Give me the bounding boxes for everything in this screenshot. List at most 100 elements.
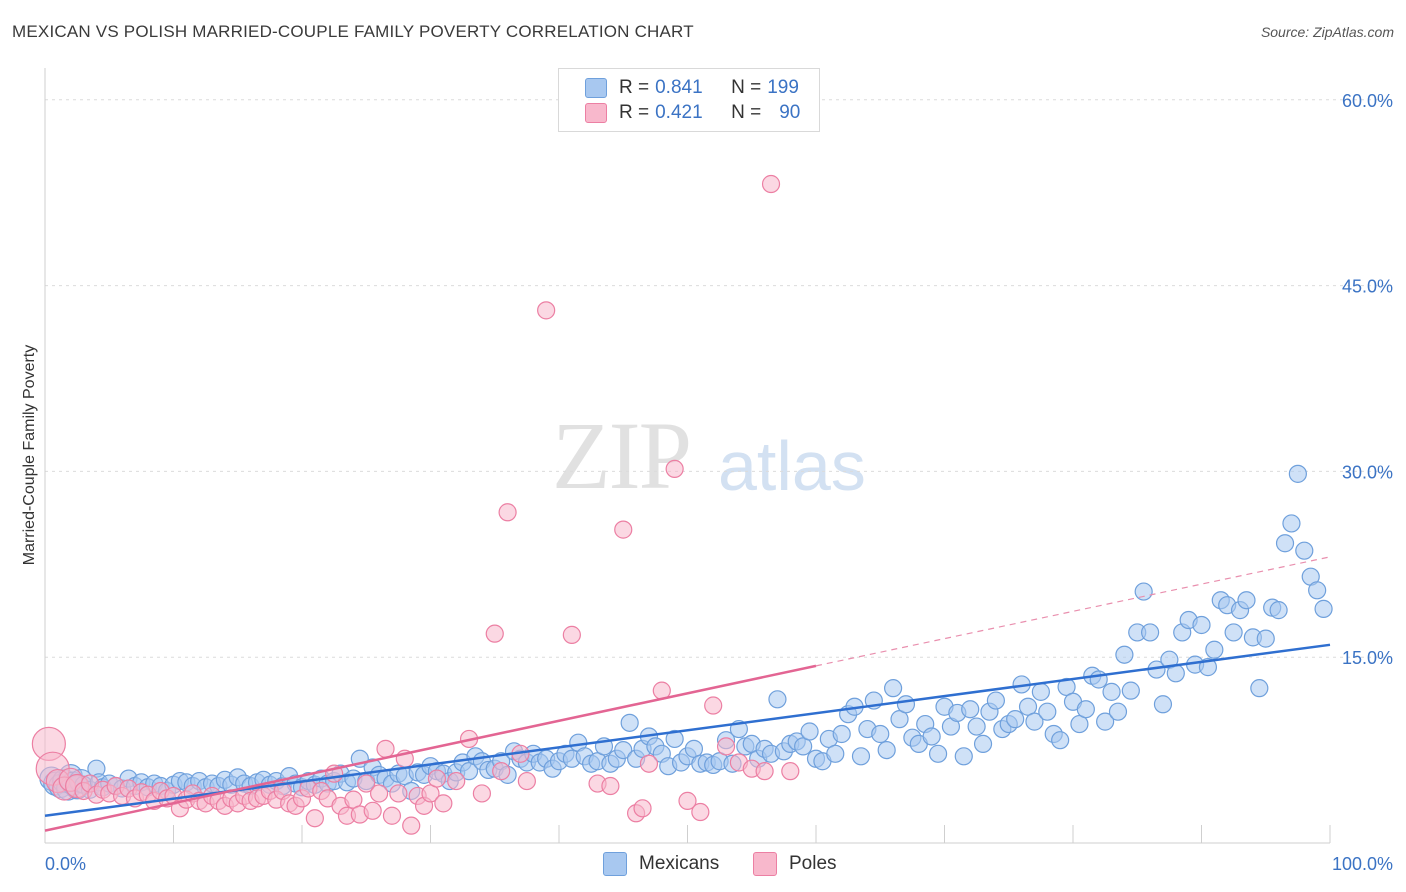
data-point xyxy=(305,809,324,828)
data-point xyxy=(639,754,659,773)
data-point xyxy=(922,727,941,746)
data-point xyxy=(1288,464,1307,483)
legend-n-label: N = xyxy=(731,102,762,123)
data-point xyxy=(665,459,684,479)
data-point xyxy=(434,794,453,813)
data-point xyxy=(1308,581,1327,600)
legend-swatch-mexicans xyxy=(603,852,627,876)
data-point xyxy=(800,722,819,741)
data-point xyxy=(1314,599,1333,618)
data-point xyxy=(389,784,408,803)
data-point xyxy=(402,816,421,835)
data-point xyxy=(382,806,402,825)
data-point xyxy=(1153,695,1173,714)
axes xyxy=(44,68,1331,844)
data-point xyxy=(871,724,890,744)
data-point xyxy=(1115,645,1134,664)
data-point xyxy=(1096,712,1115,731)
data-point xyxy=(961,700,980,719)
data-point xyxy=(877,740,896,760)
data-point xyxy=(973,734,993,754)
data-point xyxy=(678,791,697,810)
data-point xyxy=(691,802,710,822)
watermark-atlas: atlas xyxy=(718,427,866,505)
data-point xyxy=(485,624,504,643)
y-tick-label: 15.0% xyxy=(1342,648,1393,668)
legend-swatch-poles xyxy=(753,852,777,876)
data-point xyxy=(967,717,986,736)
legend-label-poles: Poles xyxy=(789,853,837,874)
data-point xyxy=(704,696,723,715)
data-point xyxy=(376,739,395,758)
data-point xyxy=(1205,640,1224,659)
data-point xyxy=(614,740,633,760)
legend-swatch-poles xyxy=(585,103,607,123)
data-point xyxy=(954,747,973,766)
data-point xyxy=(851,747,871,766)
data-point xyxy=(1295,541,1314,560)
y-tick-label: 30.0% xyxy=(1342,462,1393,482)
data-point xyxy=(1038,702,1057,721)
source-label[interactable]: Source: ZipAtlas.com xyxy=(1260,24,1394,40)
data-point xyxy=(1192,615,1211,635)
data-point xyxy=(370,784,389,803)
data-point xyxy=(781,762,800,781)
data-point xyxy=(1237,591,1256,610)
data-point xyxy=(755,762,774,781)
data-point xyxy=(601,776,620,796)
data-point xyxy=(1025,712,1044,731)
legend-n-value: 90 xyxy=(779,102,801,123)
data-point xyxy=(1076,700,1095,719)
data-point xyxy=(768,690,787,709)
trend-line-poles-extension xyxy=(815,556,1331,667)
legend-item-mexicans[interactable]: Mexicans xyxy=(603,852,719,876)
legend-swatch-mexicans xyxy=(585,78,607,98)
legend-row-mexicans: R = 0.841 N = 199 xyxy=(585,76,799,100)
data-point xyxy=(761,174,781,194)
data-point xyxy=(826,744,845,763)
data-point xyxy=(716,737,736,756)
data-point xyxy=(1282,514,1301,533)
data-point xyxy=(537,301,556,320)
correlation-legend: R = 0.841 N = 199 R = 0.421 N = 90 xyxy=(558,68,820,132)
series-poles-points xyxy=(31,174,800,835)
trend-lines xyxy=(44,556,1331,832)
data-point xyxy=(517,771,536,791)
data-point xyxy=(832,724,851,744)
data-point xyxy=(1256,629,1275,648)
data-point xyxy=(1224,623,1243,642)
trend-line-poles xyxy=(44,664,817,832)
data-point xyxy=(620,713,639,732)
data-point xyxy=(447,771,466,791)
legend-item-poles[interactable]: Poles xyxy=(753,852,837,876)
tick-labels: 15.0% 30.0% 45.0% 60.0% 0.0% 100.0% xyxy=(45,91,1393,874)
data-point xyxy=(357,774,376,793)
chart-title: MEXICAN VS POLISH MARRIED-COUPLE FAMILY … xyxy=(12,22,694,41)
data-point xyxy=(1108,702,1128,721)
y-tick-label: 60.0% xyxy=(1342,91,1393,111)
legend-row-poles: R = 0.421 N = 90 xyxy=(585,101,800,125)
data-point xyxy=(633,799,652,818)
data-point xyxy=(928,744,948,763)
legend-label-mexicans: Mexicans xyxy=(639,853,720,874)
data-point xyxy=(363,801,382,820)
series-mexicans-points xyxy=(39,464,1333,801)
data-point xyxy=(896,695,916,714)
trend-line-mexicans xyxy=(44,643,1331,817)
data-point xyxy=(1134,582,1153,601)
data-point xyxy=(1051,731,1070,750)
data-point xyxy=(614,520,633,539)
data-point xyxy=(1250,679,1269,698)
data-point xyxy=(1140,623,1160,642)
legend-r-label: R = xyxy=(619,77,650,98)
data-point xyxy=(427,769,447,788)
y-tick-label: 45.0% xyxy=(1342,277,1393,297)
data-point xyxy=(1006,710,1025,729)
data-point xyxy=(562,625,581,644)
legend-r-label: R = xyxy=(619,102,650,123)
data-point xyxy=(498,503,517,522)
x-tick-label-min: 0.0% xyxy=(45,854,86,874)
data-point xyxy=(1275,534,1295,553)
legend-n-value: 199 xyxy=(767,77,799,98)
